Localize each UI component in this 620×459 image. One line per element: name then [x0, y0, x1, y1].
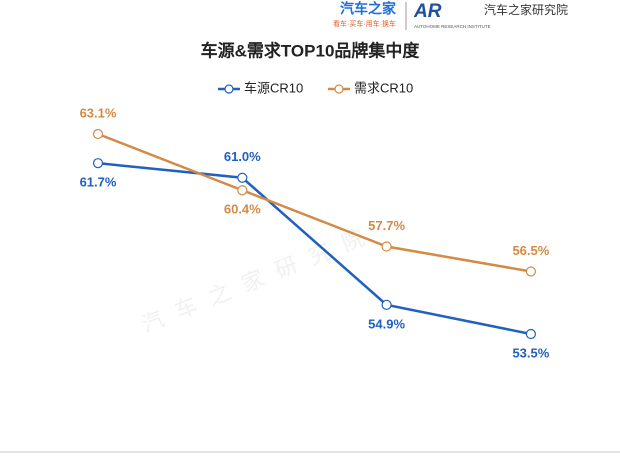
point: [92, 128, 104, 140]
series-line: [97, 161, 532, 336]
data-label: 54.9%: [368, 316, 405, 331]
data-label: 57.7%: [368, 218, 405, 233]
data-label: 56.5%: [512, 243, 549, 258]
institute: 汽车之家研究院: [484, 2, 568, 17]
data-label: 60.4%: [224, 202, 261, 217]
point: [525, 266, 537, 277]
brand: 汽车之家: [340, 1, 397, 17]
legend-marker: [224, 84, 234, 94]
logo: AR: [413, 1, 442, 22]
point: [92, 158, 104, 169]
point: [237, 172, 248, 183]
data-label: 61.7%: [80, 175, 117, 190]
watermark: 汽车之家研究院: [138, 220, 381, 338]
legend-label: 车源CR10: [244, 80, 303, 95]
chart-title: 车源&需求TOP10品牌集中度: [201, 40, 421, 60]
legend-marker: [334, 84, 344, 94]
data-label: 53.5%: [512, 345, 549, 360]
point: [525, 328, 537, 340]
point: [381, 299, 392, 310]
institute-en: AUTOHOME RESEARCH INSTITUTE: [414, 24, 491, 29]
legend-label: 需求CR10: [354, 80, 413, 95]
point: [237, 185, 248, 196]
brand-tagline: 看车·买车·用车·换车: [333, 19, 396, 28]
point: [381, 241, 392, 252]
data-label: 61.0%: [224, 149, 261, 164]
data-label: 63.1%: [80, 105, 117, 120]
series-line: [97, 132, 532, 273]
